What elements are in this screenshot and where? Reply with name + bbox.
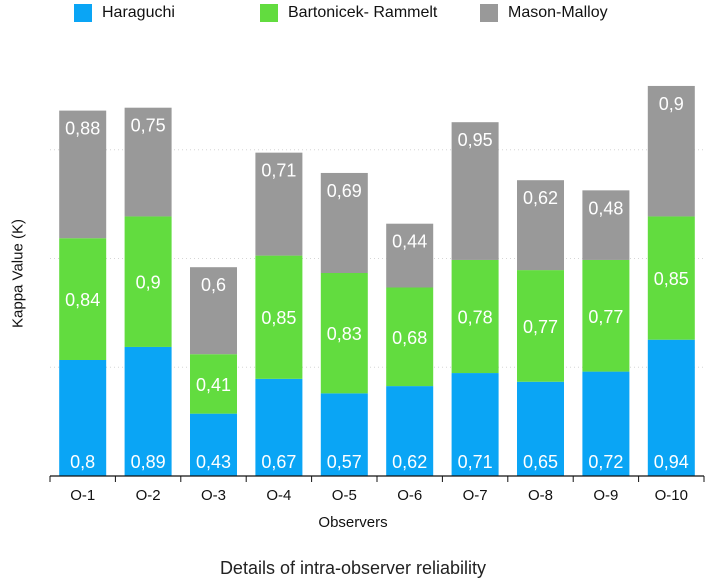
x-tick-label-o-3: O-3 [201, 487, 226, 504]
value-label-o-7-haraguchi: 0,71 [458, 452, 493, 472]
legend-label-haraguchi: Haraguchi [102, 4, 175, 21]
legend-swatch-bartonicek-rammelt [260, 4, 278, 22]
x-tick-label-o-10: O-10 [655, 487, 688, 504]
bar-o-10-haraguchi [647, 339, 695, 476]
legend-swatch-haraguchi [74, 4, 92, 22]
x-tick-label-o-7: O-7 [463, 487, 488, 504]
bar-o-8-mason-malloy [517, 180, 564, 271]
value-label-o-6-mason-malloy: 0,44 [392, 232, 427, 252]
value-label-o-1-bartonicek-rammelt: 0,84 [65, 290, 100, 310]
x-tick-label-o-5: O-5 [332, 487, 357, 504]
bar-o-7-mason-malloy [451, 122, 499, 260]
bar-o-9-bartonicek-rammelt [582, 259, 630, 372]
value-label-o-6-bartonicek-rammelt: 0,68 [392, 328, 427, 348]
x-tick-label-o-4: O-4 [266, 487, 291, 504]
legend-label-bartonicek-rammelt: Bartonicek- Rammelt [288, 4, 438, 21]
value-label-o-2-mason-malloy: 0,75 [131, 116, 166, 136]
bar-o-2-haraguchi [124, 346, 172, 476]
value-label-o-3-mason-malloy: 0,6 [201, 275, 226, 295]
bar-o-4-bartonicek-rammelt [255, 255, 303, 379]
value-label-o-5-haraguchi: 0,57 [327, 452, 362, 472]
value-label-o-1-mason-malloy: 0,88 [65, 119, 100, 139]
value-label-o-3-haraguchi: 0,43 [196, 452, 231, 472]
value-label-o-10-bartonicek-rammelt: 0,85 [654, 269, 689, 289]
bar-o-3-haraguchi [190, 413, 237, 476]
x-tick-label-o-1: O-1 [70, 487, 95, 504]
bar-o-7-haraguchi [451, 373, 499, 476]
bar-o-3-mason-malloy [190, 267, 237, 355]
bar-o-2-mason-malloy [124, 107, 172, 217]
x-tick-label-o-2: O-2 [136, 487, 161, 504]
bar-o-4-mason-malloy [255, 152, 303, 256]
y-axis-label: Kappa Value (K) [9, 219, 27, 328]
bar-o-6-mason-malloy [386, 223, 434, 288]
value-label-o-4-haraguchi: 0,67 [261, 452, 296, 472]
bar-o-10-mason-malloy [647, 85, 695, 217]
x-tick-label-o-9: O-9 [593, 487, 618, 504]
bar-o-8-bartonicek-rammelt [517, 270, 564, 382]
bar-o-1-bartonicek-rammelt [59, 238, 107, 360]
bar-o-9-haraguchi [582, 371, 630, 476]
legend-item-mason-malloy: Mason-Malloy [480, 4, 608, 22]
value-label-o-8-mason-malloy: 0,62 [523, 188, 558, 208]
value-label-o-2-bartonicek-rammelt: 0,9 [136, 273, 161, 293]
bar-o-5-bartonicek-rammelt [320, 273, 368, 394]
legend: Haraguchi Bartonicek- Rammelt Mason-Mall… [0, 4, 706, 30]
bar-o-1-haraguchi [59, 360, 107, 476]
value-label-o-5-mason-malloy: 0,69 [327, 181, 362, 201]
legend-swatch-mason-malloy [480, 4, 498, 22]
bar-o-5-haraguchi [320, 393, 368, 476]
value-label-o-3-bartonicek-rammelt: 0,41 [196, 375, 231, 395]
bar-o-8-haraguchi [517, 381, 564, 476]
bar-o-10-bartonicek-rammelt [647, 216, 695, 340]
value-label-o-8-bartonicek-rammelt: 0,77 [523, 317, 558, 337]
value-label-o-5-bartonicek-rammelt: 0,83 [327, 324, 362, 344]
bar-o-6-bartonicek-rammelt [386, 287, 434, 387]
value-label-o-6-haraguchi: 0,62 [392, 452, 427, 472]
bar-o-1-mason-malloy [59, 110, 107, 239]
legend-item-bartonicek-rammelt: Bartonicek- Rammelt [260, 4, 437, 22]
value-label-o-9-mason-malloy: 0,48 [588, 198, 623, 218]
value-label-o-8-haraguchi: 0,65 [523, 452, 558, 472]
value-label-o-4-mason-malloy: 0,71 [261, 161, 296, 181]
x-axis-label: Observers [318, 514, 388, 531]
bar-o-4-haraguchi [255, 378, 303, 476]
value-label-o-9-bartonicek-rammelt: 0,77 [588, 307, 623, 327]
value-label-o-10-haraguchi: 0,94 [654, 452, 689, 472]
bar-o-5-mason-malloy [320, 172, 368, 273]
value-label-o-1-haraguchi: 0,8 [70, 452, 95, 472]
value-label-o-10-mason-malloy: 0,9 [659, 94, 684, 114]
value-label-o-4-bartonicek-rammelt: 0,85 [261, 308, 296, 328]
bar-o-7-bartonicek-rammelt [451, 259, 499, 374]
bar-o-2-bartonicek-rammelt [124, 216, 172, 347]
bar-o-9-mason-malloy [582, 190, 630, 260]
bar-o-3-bartonicek-rammelt [190, 354, 237, 414]
legend-label-mason-malloy: Mason-Malloy [508, 4, 608, 21]
bar-o-6-haraguchi [386, 386, 434, 476]
chart-caption: Details of intra-observer reliability [219, 558, 487, 578]
value-label-o-2-haraguchi: 0,89 [131, 452, 166, 472]
legend-item-haraguchi: Haraguchi [74, 4, 175, 22]
x-tick-label-o-8: O-8 [528, 487, 553, 504]
x-tick-label-o-6: O-6 [397, 487, 422, 504]
value-label-o-9-haraguchi: 0,72 [588, 452, 623, 472]
value-label-o-7-bartonicek-rammelt: 0,78 [458, 308, 493, 328]
value-label-o-7-mason-malloy: 0,95 [458, 130, 493, 150]
